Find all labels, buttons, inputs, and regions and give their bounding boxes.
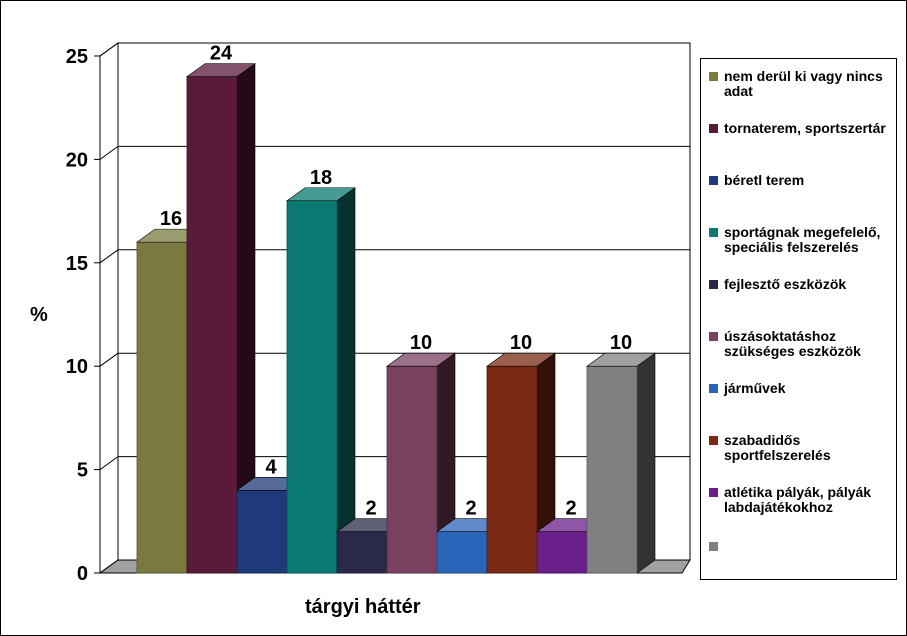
legend-swatch [709,436,718,445]
legend-label: fejlesztő eszközök [724,276,847,292]
bar [486,365,538,574]
legend-swatch [709,176,718,185]
bar-top [186,63,256,77]
gridline-side [99,352,119,367]
gridline-side [99,456,119,471]
bar [286,200,338,574]
bar-top [286,187,356,202]
legend-label: járművek [724,380,786,396]
legend-label: nem derül ki vagy nincs adat [724,68,883,99]
data-label: 2 [565,498,576,520]
legend-label: atlétika pályák, pályák labdajátékokhoz [724,484,872,515]
gridline-side [99,145,119,160]
gridline-side [99,42,119,57]
y-tick-label: 5 [77,460,88,482]
bar-side [336,187,356,574]
bar-top [386,352,456,367]
chart-legend: nem derül ki vagy nincs adat tornaterem, … [700,58,897,580]
legend-swatch [709,332,718,341]
x-axis-label: tárgyi háttér [305,596,421,618]
legend-swatch [709,228,718,237]
legend-swatch [709,488,718,497]
data-label: 2 [465,498,476,520]
legend-label: béretl terem [724,172,805,188]
data-label: 18 [310,167,332,189]
side-wall [99,42,119,574]
bar [386,365,438,574]
y-tick-label: 0 [77,563,88,585]
legend-swatch [709,542,718,551]
legend-label: szabadidős sportfelszerelés [724,432,831,463]
gridline-side [99,249,119,264]
y-tick-label: 15 [66,253,88,275]
legend-label: tornaterem, sportszertár [724,120,886,136]
data-label: 10 [610,332,632,354]
bar-top [486,352,556,367]
bar [436,531,488,574]
legend-label: úszásoktatáshoz szükséges eszközök [724,328,861,359]
y-tick-label: 10 [66,356,88,378]
legend-swatch [709,124,718,133]
legend-swatch [709,280,718,289]
bar-side [636,352,656,574]
data-label: 16 [160,208,182,230]
legend-swatch [709,384,718,393]
bar [336,531,388,574]
bar [536,531,588,574]
legend-label: sportágnak megefelelő, speciális felszer… [724,224,881,255]
data-label: 2 [365,498,376,520]
data-label: 10 [510,332,532,354]
data-label: 24 [210,43,233,65]
y-axis-label: % [30,304,48,326]
bar-top [586,352,656,367]
bar [186,76,238,574]
legend-swatch [709,72,718,81]
bar [236,489,288,574]
data-label: 10 [410,332,432,354]
y-tick-label: 25 [66,46,88,68]
data-label: 4 [265,456,277,478]
y-tick-label: 20 [66,149,88,171]
bar [136,241,188,574]
bar [586,365,638,574]
